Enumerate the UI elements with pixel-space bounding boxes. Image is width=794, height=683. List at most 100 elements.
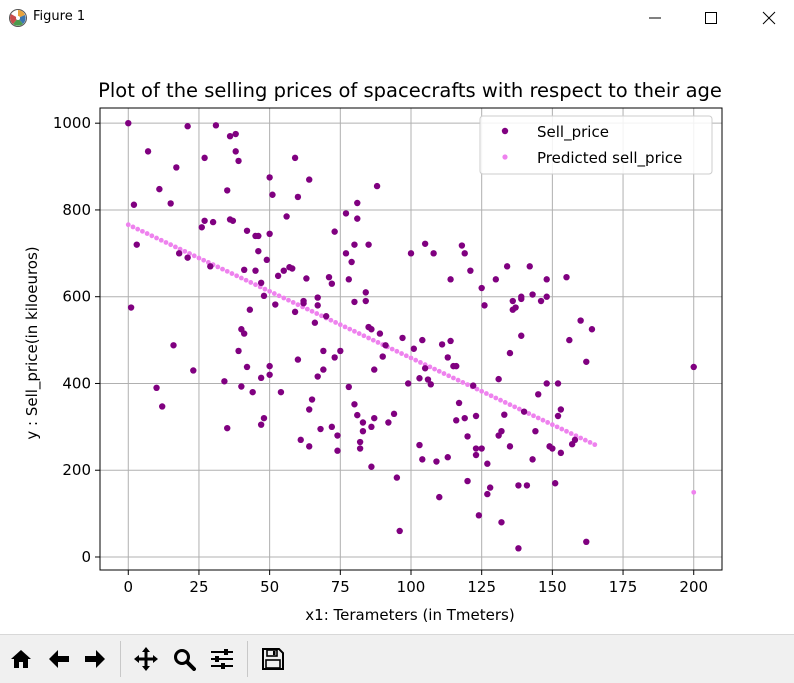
predicted-point xyxy=(191,253,197,259)
forward-button[interactable] xyxy=(80,643,110,675)
sell-price-point xyxy=(246,306,254,313)
y-axis-label: y : Sell_price(in kiloeuros) xyxy=(23,246,42,439)
sell-price-point xyxy=(351,298,358,306)
sell-price-point xyxy=(229,217,237,224)
predicted-point xyxy=(337,322,343,328)
sell-price-point xyxy=(526,263,533,270)
predicted-point xyxy=(488,393,494,399)
sell-price-point xyxy=(453,417,460,424)
sell-price-point xyxy=(368,326,375,333)
sell-price-point xyxy=(209,218,217,226)
sell-price-point xyxy=(410,345,418,352)
sell-price-point xyxy=(232,148,239,155)
sell-price-point xyxy=(421,240,429,247)
sell-price-point xyxy=(503,263,511,270)
sell-price-point xyxy=(379,353,386,360)
close-button[interactable] xyxy=(746,0,792,36)
sell-price-point xyxy=(359,427,367,435)
sell-price-point xyxy=(430,250,437,257)
sell-price-point xyxy=(447,337,454,345)
sell-price-point xyxy=(314,302,321,309)
x-axis-label: x1: Terameters (in Tmeters) xyxy=(305,606,514,624)
sell-price-point xyxy=(224,424,231,432)
sell-price-point xyxy=(190,367,197,374)
sell-price-point xyxy=(492,276,500,283)
sell-price-point xyxy=(249,388,256,396)
sell-price-point xyxy=(416,441,423,449)
window-title: Figure 1 xyxy=(33,9,86,24)
maximize-button[interactable] xyxy=(688,0,734,36)
sell-price-point xyxy=(461,250,468,257)
x-tick-label: 50 xyxy=(260,578,279,596)
sell-price-point xyxy=(356,445,364,452)
sell-price-point xyxy=(523,482,531,489)
predicted-point xyxy=(460,380,466,385)
minimize-button[interactable] xyxy=(632,0,678,36)
predicted-point xyxy=(130,224,136,230)
sell-price-point xyxy=(235,157,242,165)
grid xyxy=(100,108,722,570)
toolbar-separator xyxy=(247,641,248,677)
sell-price-point xyxy=(515,482,522,489)
sell-price-point xyxy=(359,419,367,426)
sell-price-point xyxy=(291,308,299,316)
predicted-point xyxy=(403,353,409,359)
chart-title: Plot of the selling prices of spacecraft… xyxy=(98,79,722,102)
sell-price-point xyxy=(320,347,327,355)
save-button[interactable] xyxy=(258,643,288,675)
predicted-point xyxy=(545,420,551,425)
figure-canvas[interactable]: 0 25 50 75 100 125 150 175 200 0 200 400 600 800 1000 … xyxy=(0,36,794,634)
sell-price-point xyxy=(297,436,304,444)
home-button[interactable] xyxy=(6,643,36,675)
zoom-button[interactable] xyxy=(169,643,199,675)
predicted-point xyxy=(587,440,593,445)
toolbar-separator xyxy=(120,641,121,677)
pan-button[interactable] xyxy=(131,643,161,675)
sell-price-point xyxy=(266,230,273,238)
predicted-point xyxy=(582,437,588,443)
sell-price-point xyxy=(260,414,268,422)
sell-price-point xyxy=(232,130,239,138)
legend: Sell_price Predicted sell_price xyxy=(479,115,713,175)
configure-subplots-icon xyxy=(211,649,233,669)
sell-price-point xyxy=(433,458,440,465)
sell-price-point xyxy=(331,354,338,361)
sell-price-point xyxy=(294,356,302,363)
navigation-toolbar xyxy=(0,634,794,683)
predicted-point xyxy=(691,489,697,495)
sell-price-point xyxy=(470,382,477,389)
save-icon xyxy=(262,648,284,670)
sell-price-point xyxy=(583,358,590,365)
sell-price-point xyxy=(498,427,505,435)
sell-price-point xyxy=(690,363,697,371)
predicted-point xyxy=(281,295,287,301)
sell-price-point xyxy=(382,342,389,349)
sell-price-point xyxy=(328,423,336,431)
sell-price-point xyxy=(238,383,245,390)
legend-marker-predicted xyxy=(502,154,508,160)
sell-price-point xyxy=(311,319,319,326)
sell-price-point xyxy=(348,258,355,266)
sell-price-point xyxy=(583,538,590,546)
predicted-point xyxy=(554,424,560,430)
back-button[interactable] xyxy=(44,643,74,675)
sell-price-point xyxy=(342,210,350,217)
forward-arrow-icon xyxy=(85,650,105,668)
sell-price-point xyxy=(277,388,285,396)
maximize-icon xyxy=(705,12,717,24)
sell-price-point xyxy=(478,284,485,292)
sell-price-point xyxy=(455,399,463,407)
predicted-point xyxy=(498,397,503,403)
sell-price-point xyxy=(130,201,138,208)
predicted-point xyxy=(290,300,296,305)
predicted-point xyxy=(182,248,188,254)
sell-price-point xyxy=(444,354,451,361)
sell-price-point xyxy=(571,436,579,444)
configure-subplots-button[interactable] xyxy=(207,643,237,675)
sell-price-point xyxy=(484,460,491,467)
sell-price-point xyxy=(376,330,384,337)
sell-price-point xyxy=(393,474,401,481)
predicted-point xyxy=(253,282,258,288)
predicted-point xyxy=(295,302,301,308)
predicted-point xyxy=(526,411,532,416)
